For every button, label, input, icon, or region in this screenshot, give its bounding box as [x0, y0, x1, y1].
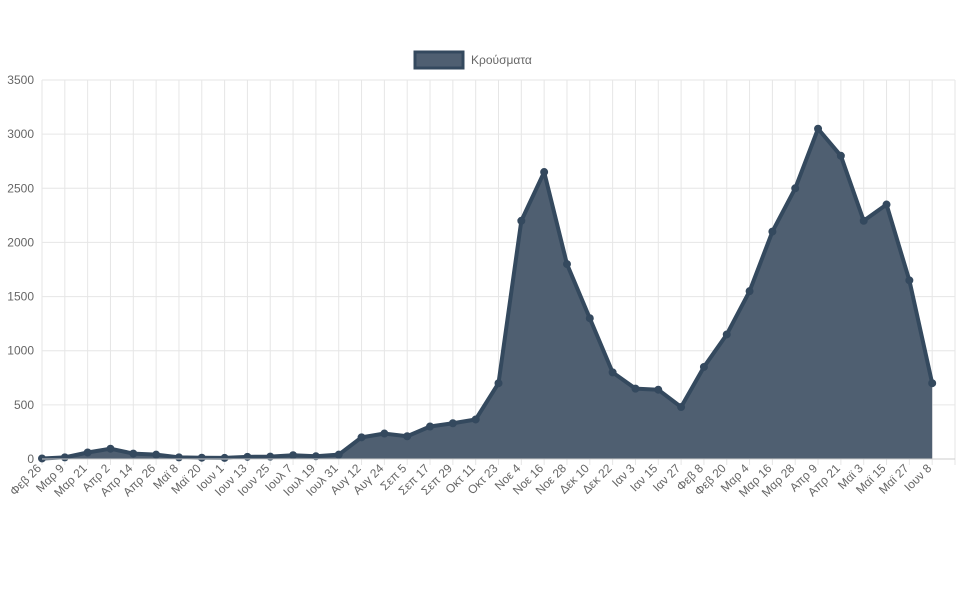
data-point[interactable]	[859, 216, 868, 225]
y-tick-label: 1000	[7, 344, 34, 358]
data-point[interactable]	[334, 450, 343, 459]
data-point[interactable]	[836, 151, 845, 160]
data-point[interactable]	[768, 227, 777, 236]
data-point[interactable]	[426, 422, 435, 431]
data-point[interactable]	[585, 314, 594, 323]
y-tick-label: 3500	[7, 73, 34, 87]
legend-swatch	[413, 50, 465, 70]
data-point[interactable]	[608, 368, 617, 377]
x-tick-label: Ιουν 8	[901, 461, 934, 494]
data-point[interactable]	[631, 384, 640, 393]
y-tick-label: 3000	[7, 127, 34, 141]
series-area	[42, 128, 933, 459]
y-tick-label: 1500	[7, 290, 34, 304]
data-point[interactable]	[289, 451, 298, 460]
data-point[interactable]	[311, 452, 320, 461]
data-point[interactable]	[745, 287, 754, 296]
data-point[interactable]	[882, 200, 891, 209]
data-point[interactable]	[562, 260, 571, 269]
data-point[interactable]	[83, 448, 92, 457]
legend-label: Κρούσματα	[471, 53, 532, 67]
data-point[interactable]	[174, 453, 183, 462]
data-point[interactable]	[905, 276, 914, 285]
data-point[interactable]	[814, 124, 823, 133]
data-point[interactable]	[220, 453, 229, 462]
data-points	[38, 124, 937, 463]
data-point[interactable]	[677, 403, 686, 412]
data-point[interactable]	[654, 385, 663, 394]
data-point[interactable]	[380, 429, 389, 438]
data-point[interactable]	[38, 454, 46, 463]
data-point[interactable]	[129, 449, 138, 458]
data-point[interactable]	[494, 379, 503, 388]
data-point[interactable]	[60, 453, 69, 462]
data-point[interactable]	[928, 379, 937, 388]
y-tick-label: 2000	[7, 235, 34, 249]
data-point[interactable]	[791, 184, 800, 193]
series-line	[41, 126, 935, 461]
data-point[interactable]	[517, 216, 526, 225]
legend[interactable]: Κρούσματα	[413, 50, 532, 70]
data-point[interactable]	[266, 452, 275, 461]
data-point[interactable]	[540, 168, 549, 177]
data-point[interactable]	[722, 330, 731, 339]
data-point[interactable]	[448, 419, 457, 428]
y-tick-label: 0	[27, 452, 34, 466]
data-area	[41, 126, 935, 461]
data-point[interactable]	[197, 453, 206, 462]
data-point[interactable]	[403, 432, 412, 441]
data-point[interactable]	[699, 362, 708, 371]
data-point[interactable]	[106, 444, 115, 453]
data-point[interactable]	[152, 450, 161, 459]
y-axis: 0 500 1000 1500 2000 2500 3000 3500	[7, 73, 955, 466]
y-tick-label: 2500	[7, 181, 34, 195]
data-point[interactable]	[357, 433, 366, 442]
y-tick-label: 500	[14, 398, 34, 412]
data-point[interactable]	[471, 415, 480, 424]
